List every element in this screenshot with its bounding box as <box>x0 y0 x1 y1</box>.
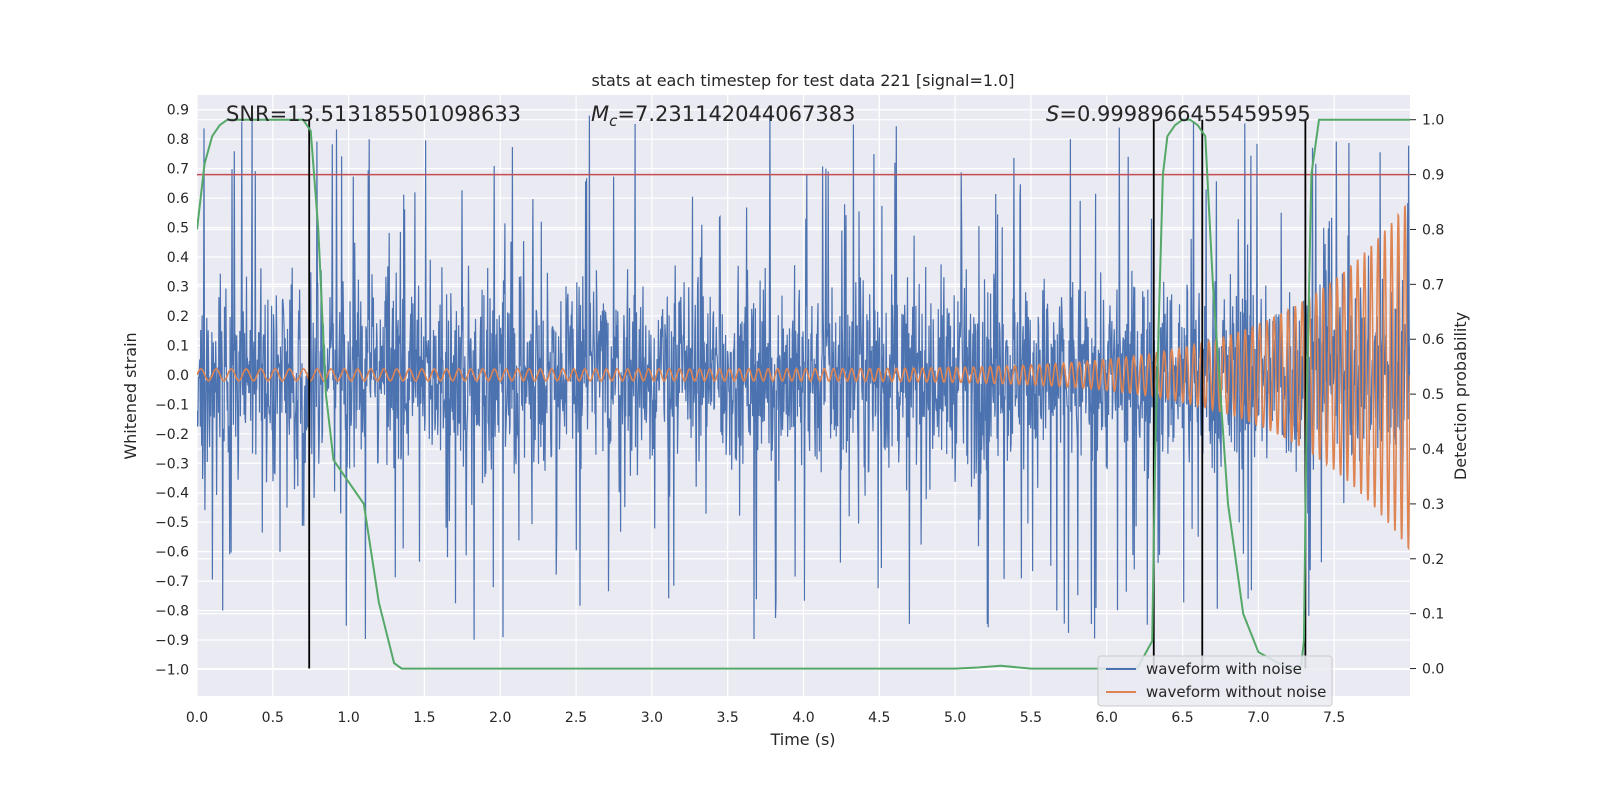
series-detection-probability <box>197 118 1410 670</box>
y2-tick-label: 0.6 <box>1422 332 1444 348</box>
x-tick-label: 4.0 <box>792 710 814 726</box>
y-tick-label: 0.0 <box>167 368 189 384</box>
y-tick-label: −0.4 <box>155 486 189 502</box>
score-symbol: S <box>1046 102 1059 126</box>
y-tick-label: −0.5 <box>155 515 189 531</box>
series-waveform-without-noise <box>197 204 1410 551</box>
y-axis-label: Whitened strain <box>121 332 140 459</box>
snr-annotation: SNR=13.513185501098633 <box>226 102 521 126</box>
legend-label-with-noise: waveform with noise <box>1146 660 1302 678</box>
y2-tick-label: 0.1 <box>1422 607 1444 623</box>
x-tick-label: 2.5 <box>565 710 587 726</box>
legend-box <box>1097 655 1333 707</box>
legend-label-without-noise: waveform without noise <box>1146 683 1326 701</box>
x-tick-label: 0.5 <box>262 710 284 726</box>
y2-tick-label: 0.4 <box>1422 442 1444 458</box>
y2-axis-label: Detection probability <box>1451 312 1470 480</box>
x-tick-label: 7.0 <box>1247 710 1269 726</box>
y-tick-label: 0.3 <box>167 279 189 295</box>
x-tick-label: 3.5 <box>717 710 739 726</box>
y-tick-label: −0.8 <box>155 604 189 620</box>
y-tick-label: 0.8 <box>167 132 189 148</box>
y-tick-label: −0.2 <box>155 427 189 443</box>
y-tick-label: −0.6 <box>155 545 189 561</box>
legend: waveform with noise waveform without noi… <box>1097 655 1333 707</box>
chirp-mass-value: =7.231142044067383 <box>617 102 855 126</box>
x-tick-label: 6.0 <box>1096 710 1118 726</box>
y2-tick-label: 1.0 <box>1422 113 1444 129</box>
y2-tick-label: 0.0 <box>1422 662 1444 678</box>
score-value: =0.9998966455459595 <box>1059 102 1310 126</box>
x-tick-label: 6.5 <box>1171 710 1193 726</box>
x-axis-ticks: 0.0 0.5 1.0 1.5 2.0 2.5 3.0 3.5 4.0 4.5 5.0 5.5 6.0 6… <box>186 710 1345 726</box>
y-axis-ticks: 0.9 0.8 0.7 0.6 0.5 0.4 0.3 0.2 0.1 0.0 −0.1 −0.2 −0… <box>155 103 189 679</box>
x-axis-label: Time (s) <box>769 730 835 749</box>
x-tick-label: 1.5 <box>413 710 435 726</box>
x-tick-label: 2.0 <box>489 710 511 726</box>
y-tick-label: −0.7 <box>155 574 189 590</box>
y-tick-label: 0.2 <box>167 309 189 325</box>
x-tick-label: 0.0 <box>186 710 208 726</box>
y2-axis-ticks: 1.0 0.9 0.8 0.7 0.6 0.5 0.4 0.3 0.2 0.1 0.0 <box>1410 113 1444 678</box>
chart-title: stats at each timestep for test data 221… <box>591 71 1014 90</box>
y2-tick-label: 0.3 <box>1422 497 1444 513</box>
y2-tick-label: 0.7 <box>1422 277 1444 293</box>
y-tick-label: 0.1 <box>167 338 189 354</box>
y-tick-label: 0.6 <box>167 191 189 207</box>
x-tick-label: 5.0 <box>944 710 966 726</box>
y-tick-label: −0.3 <box>155 456 189 472</box>
x-tick-label: 1.0 <box>337 710 359 726</box>
chirp-mass-annotation: Mc=7.231142044067383 <box>591 102 855 130</box>
y-tick-label: 0.9 <box>167 103 189 119</box>
y-tick-label: 0.4 <box>167 250 189 266</box>
y2-tick-label: 0.8 <box>1422 222 1444 238</box>
y2-tick-label: 0.9 <box>1422 168 1444 184</box>
x-tick-label: 4.5 <box>868 710 890 726</box>
y2-tick-label: 0.2 <box>1422 552 1444 568</box>
y-tick-label: −0.1 <box>155 397 189 413</box>
chirp-mass-symbol: M <box>591 102 609 126</box>
chirp-mass-subscript: c <box>609 112 618 130</box>
y-tick-label: 0.5 <box>167 221 189 237</box>
x-tick-label: 7.5 <box>1323 710 1345 726</box>
y-tick-label: 0.7 <box>167 162 189 178</box>
x-tick-label: 5.5 <box>1020 710 1042 726</box>
y-tick-label: −0.9 <box>155 633 189 649</box>
y2-tick-label: 0.5 <box>1422 387 1444 403</box>
x-tick-label: 3.0 <box>641 710 663 726</box>
score-annotation: S=0.9998966455459595 <box>1046 102 1311 126</box>
y-tick-label: −1.0 <box>155 662 189 678</box>
